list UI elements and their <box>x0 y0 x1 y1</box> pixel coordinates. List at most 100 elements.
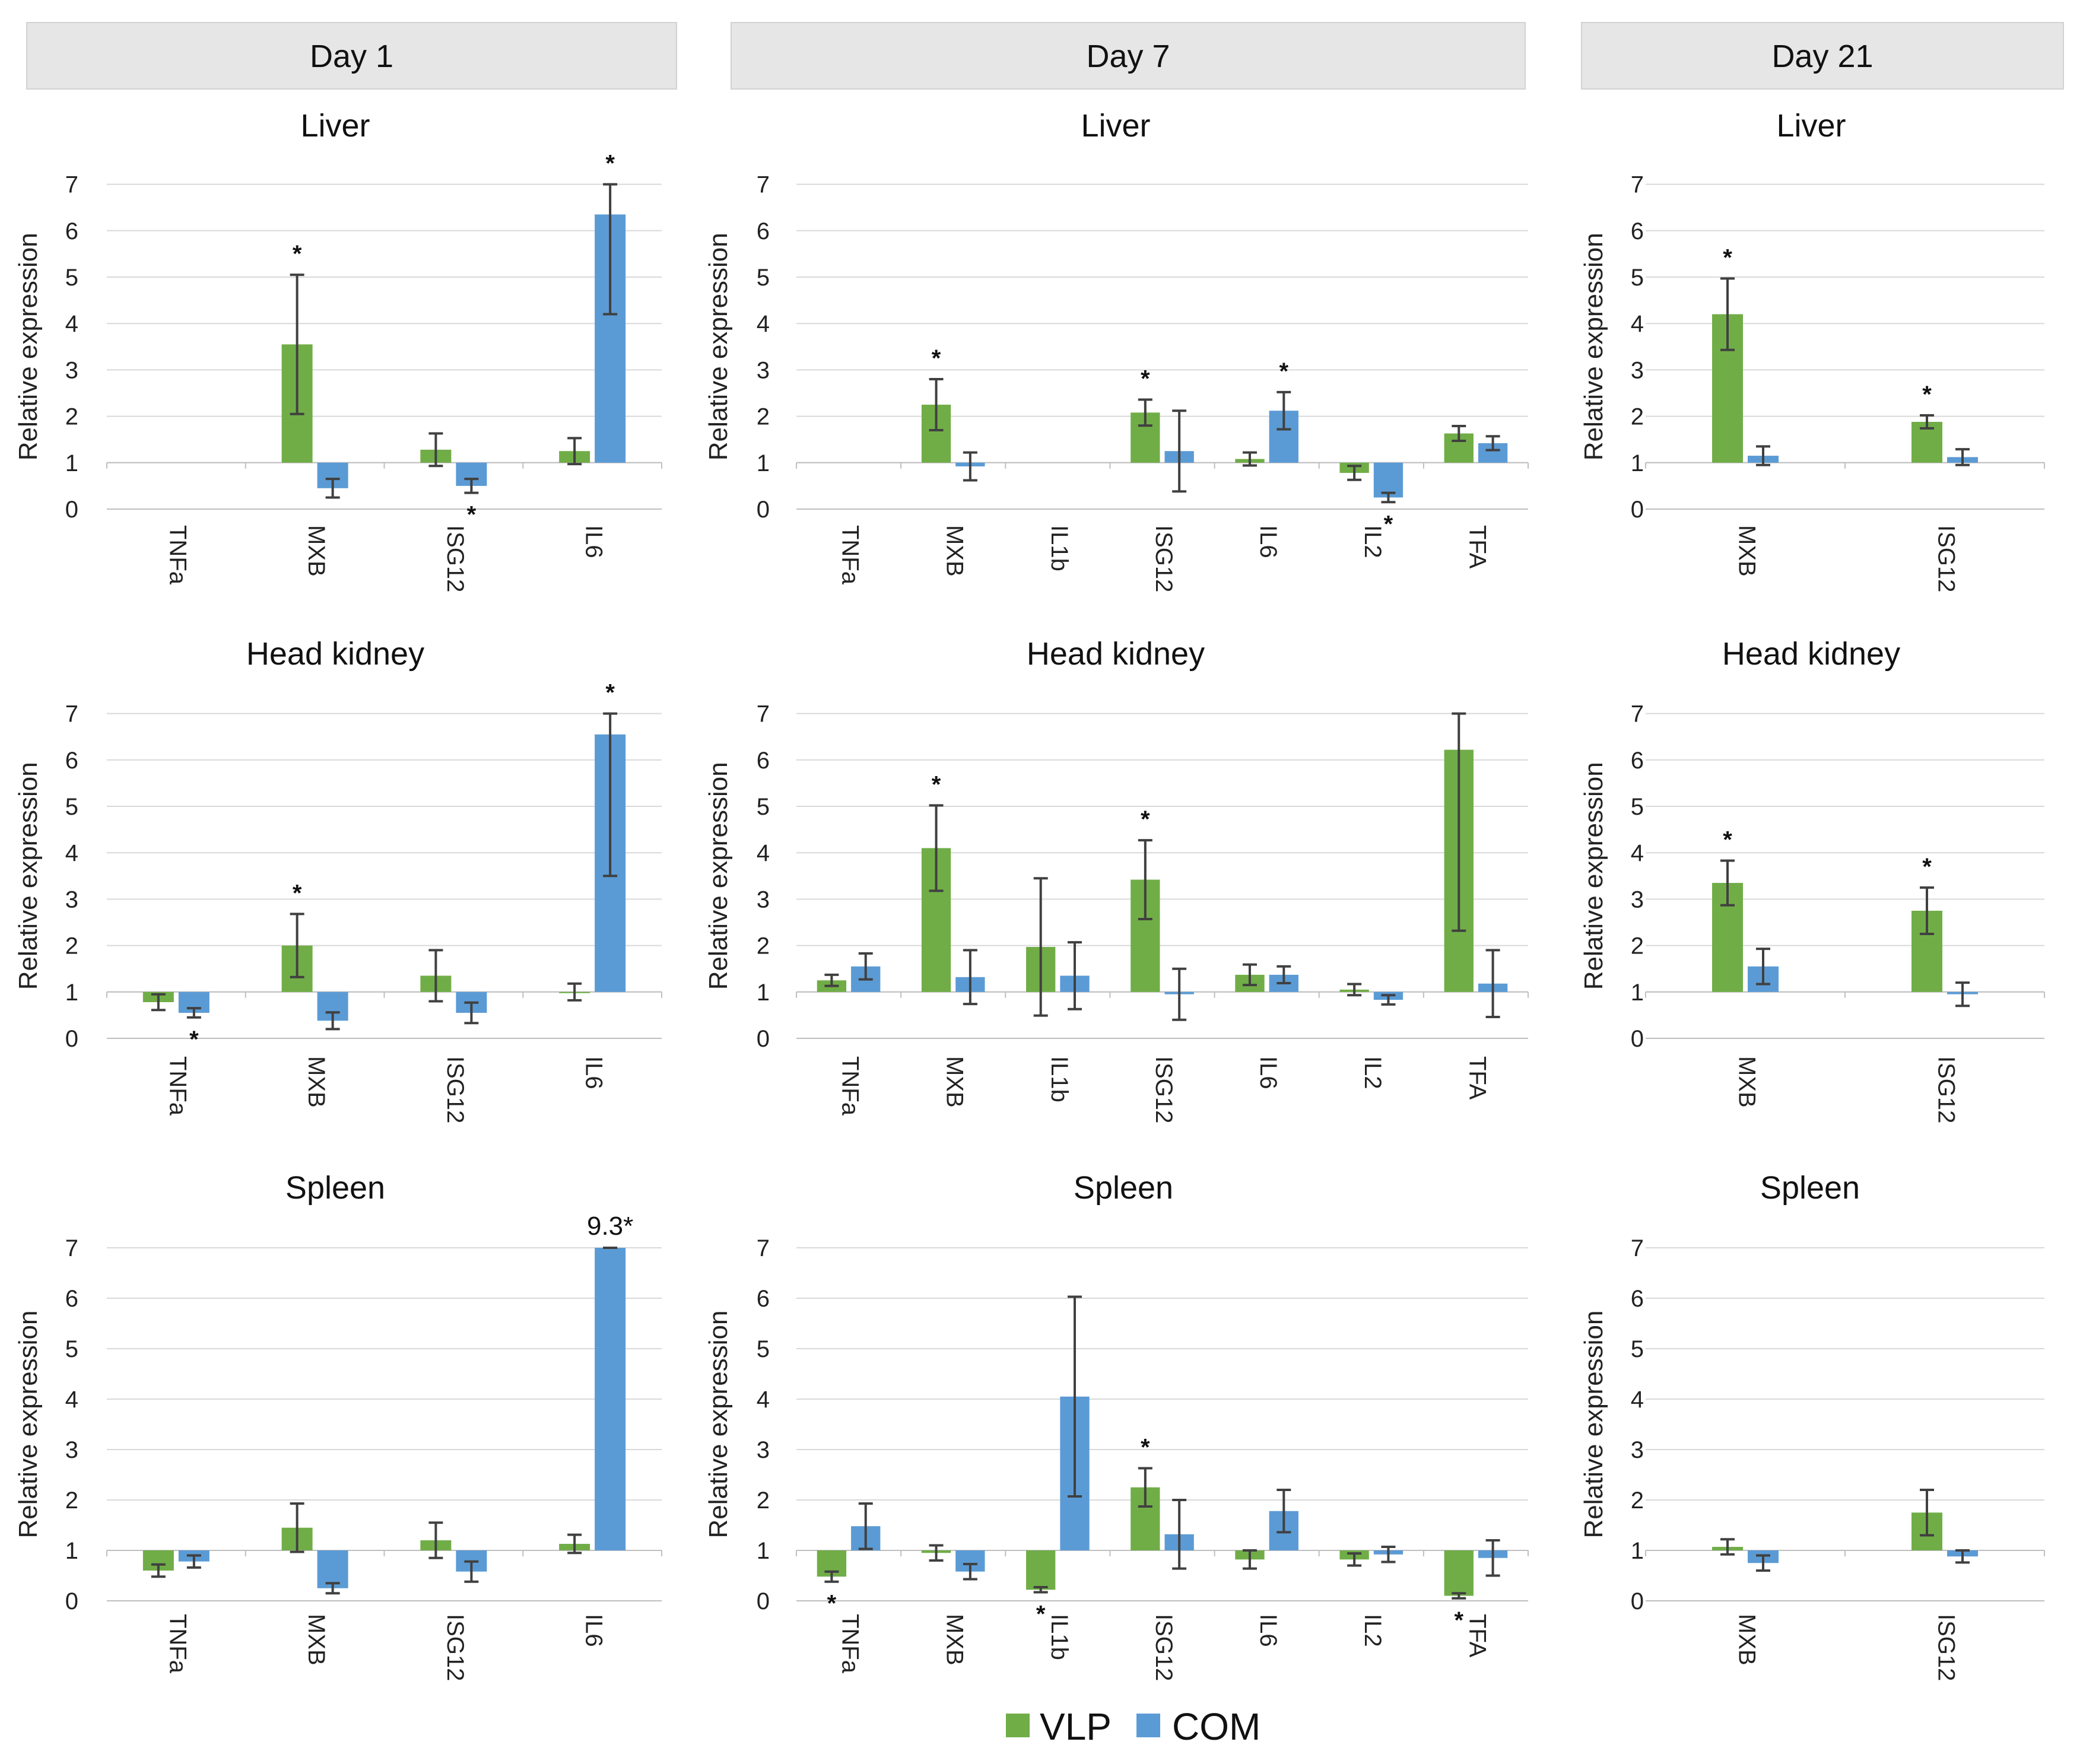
y-tick-label: 2 <box>1631 404 1644 430</box>
y-tick-label: 1 <box>1631 1538 1644 1564</box>
y-tick-label: 2 <box>1631 933 1644 959</box>
error-bar-vlp-mxb <box>929 1544 944 1562</box>
y-tick-label: 7 <box>757 701 770 727</box>
error-bar-com-mxb <box>963 949 977 1006</box>
category-label-mxb: MXB <box>1733 525 1760 577</box>
category-label-il6: IL6 <box>581 525 607 558</box>
y-tick-label: 3 <box>757 886 770 913</box>
error-bar-vlp-mxb <box>1720 1538 1735 1556</box>
significance-marker: * <box>827 1591 837 1617</box>
y-tick-label: 3 <box>757 357 770 383</box>
error-bar-vlp-mxb <box>929 378 944 432</box>
significance-marker: * <box>293 880 302 906</box>
chart-panel-day-21-head-kidney: Head kidney 0 1 2 3 4 5 6 7 Relative expression * M… <box>1579 636 2045 1123</box>
y-tick-label: 1 <box>1631 450 1644 476</box>
significance-marker: * <box>1922 854 1932 880</box>
error-bar-com-isg12 <box>1955 448 1970 466</box>
y-tick-label: 5 <box>757 1336 770 1362</box>
y-tick-label: 6 <box>65 748 78 774</box>
y-tick-label: 4 <box>65 311 78 337</box>
y-tick-label: 3 <box>1631 886 1644 913</box>
error-bar-vlp-il6 <box>567 982 582 1002</box>
y-tick-label: 1 <box>757 1538 770 1564</box>
day-header-day-7: Day 7 <box>731 22 1526 90</box>
error-bar-com-tfa <box>1485 1539 1500 1577</box>
bar-com-mxb <box>317 1550 348 1588</box>
error-bar-com-il2 <box>1381 491 1396 504</box>
chart-title: Head kidney <box>246 636 424 672</box>
y-tick-label: 2 <box>65 1488 78 1514</box>
category-label-il6: IL6 <box>1255 525 1281 558</box>
error-bar-vlp-il1b <box>1033 1586 1048 1594</box>
significance-marker: * <box>1141 806 1150 832</box>
category-label-tfa: TFA <box>1464 525 1490 569</box>
error-bar-com-isg12 <box>1955 1549 1970 1564</box>
error-bar-vlp-isg12 <box>1920 414 1934 430</box>
error-bar-com-il1b <box>1068 1295 1082 1498</box>
chart-panel-day-1-liver: Liver 0 1 2 3 4 5 6 7 Relative expression TNFa * MXB… <box>14 108 662 592</box>
error-bar-com-il6 <box>1277 965 1291 984</box>
day-header-label: Day 21 <box>1771 39 1873 74</box>
category-label-tnfa: TNFa <box>164 525 190 585</box>
error-bar-com-tnfa <box>186 1554 201 1569</box>
y-tick-label: 7 <box>1631 1235 1644 1261</box>
category-label-isg12: ISG12 <box>1933 1614 1959 1681</box>
error-bar-com-isg12 <box>1172 1499 1187 1570</box>
significance-marker: * <box>1384 511 1393 537</box>
y-tick-label: 0 <box>65 1588 78 1614</box>
error-bar-vlp-mxb <box>290 274 304 415</box>
y-tick-label: 3 <box>65 1437 78 1463</box>
error-bar-com-mxb <box>963 451 977 482</box>
y-tick-label: 4 <box>757 1387 770 1413</box>
category-label-tfa: TFA <box>1464 1614 1490 1658</box>
y-axis-label: Relative expression <box>14 762 43 990</box>
error-bar-com-isg12 <box>464 478 479 494</box>
error-bar-vlp-isg12 <box>1920 1489 1934 1537</box>
error-bar-com-il6 <box>603 712 618 878</box>
chart-title: Spleen <box>1760 1170 1860 1206</box>
legend-label: COM <box>1172 1705 1260 1748</box>
error-bar-vlp-isg12 <box>428 1521 443 1559</box>
error-bar-vlp-isg12 <box>428 949 443 1003</box>
y-tick-label: 0 <box>1631 1588 1644 1614</box>
y-tick-label: 7 <box>65 172 78 198</box>
error-bar-vlp-isg12 <box>428 432 443 468</box>
error-bar-vlp-tnfa <box>151 993 166 1012</box>
significance-marker: * <box>1141 365 1150 392</box>
bar-com-il6 <box>595 1248 626 1550</box>
y-tick-label: 6 <box>1631 218 1644 244</box>
significance-marker: * <box>932 771 941 797</box>
category-label-tnfa: TNFa <box>837 1614 863 1674</box>
chart-title: Liver <box>1081 108 1150 144</box>
chart-panel-day-7-liver: Liver 0 1 2 3 4 5 6 7 Relative expression TNFa * MXB… <box>704 108 1529 592</box>
chart-title: Liver <box>300 108 370 144</box>
y-tick-label: 5 <box>65 265 78 291</box>
y-tick-label: 1 <box>65 450 78 476</box>
error-bar-com-tnfa <box>858 1502 873 1550</box>
significance-marker: * <box>1922 382 1932 408</box>
error-bar-vlp-il1b <box>1033 877 1048 1017</box>
y-tick-label: 3 <box>65 886 78 913</box>
significance-marker: * <box>1454 1607 1463 1633</box>
y-tick-label: 5 <box>1631 794 1644 820</box>
error-bar-vlp-tfa <box>1452 425 1466 443</box>
category-label-isg12: ISG12 <box>442 1056 468 1123</box>
chart-panel-day-1-spleen: Spleen 0 1 2 3 4 5 6 7 Relative expression TNFa MXB… <box>14 1170 662 1681</box>
category-label-mxb: MXB <box>303 1614 329 1666</box>
category-label-il1b: IL1b <box>1046 525 1072 571</box>
y-tick-label: 6 <box>757 748 770 774</box>
category-label-tfa: TFA <box>1464 1056 1490 1100</box>
y-tick-label: 4 <box>65 840 78 866</box>
y-tick-label: 0 <box>1631 497 1644 523</box>
category-label-il1b: IL1b <box>1046 1614 1072 1660</box>
legend-item-vlp: VLP <box>1006 1705 1112 1748</box>
category-label-mxb: MXB <box>1733 1614 1760 1666</box>
y-tick-label: 3 <box>1631 357 1644 383</box>
error-bar-com-tnfa <box>186 1007 201 1019</box>
y-tick-label: 4 <box>757 311 770 337</box>
error-bar-com-isg12 <box>1172 409 1187 493</box>
error-bar-com-mxb <box>325 478 340 499</box>
error-bar-com-tfa <box>1485 949 1500 1019</box>
category-label-il6: IL6 <box>1255 1056 1281 1089</box>
